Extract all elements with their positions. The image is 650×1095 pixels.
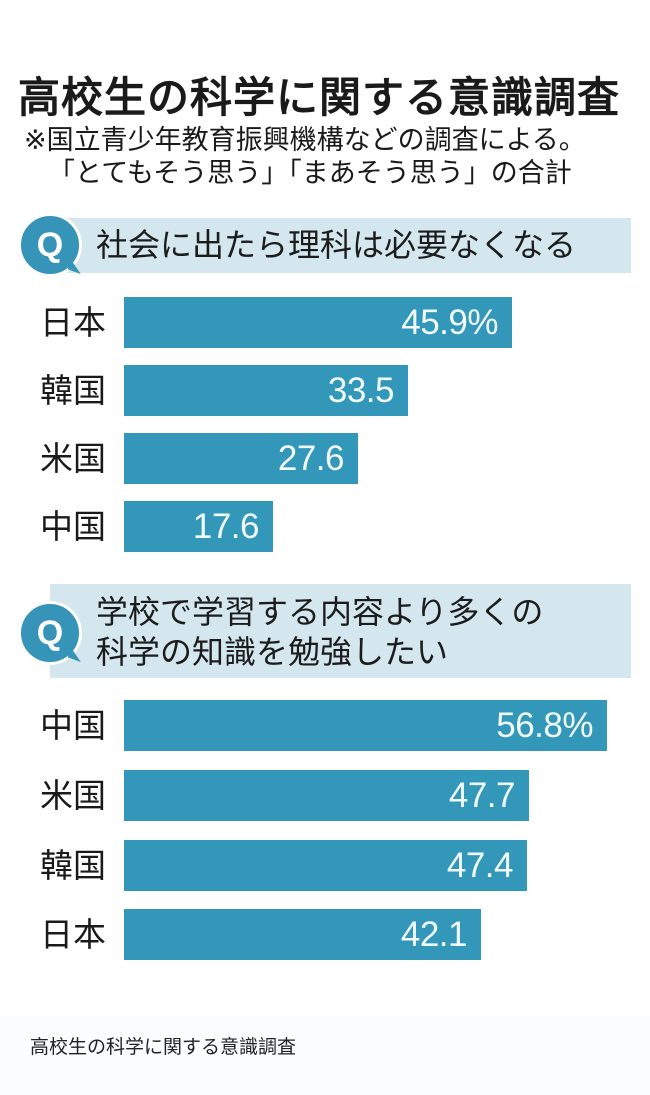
value-label: 47.7 xyxy=(448,776,516,815)
bar: 47.7 xyxy=(124,770,529,821)
question-banner-1: 社会に出たら理科は必要なくなる xyxy=(50,218,631,273)
category-label: 韓国 xyxy=(40,846,106,885)
bar: 27.6 xyxy=(124,433,358,484)
category-label: 韓国 xyxy=(40,371,106,410)
bar: 45.9% xyxy=(124,297,512,348)
chart2-row-china: 中国 56.8% xyxy=(0,700,650,751)
question-2-line1: 学校で学習する内容より多くの xyxy=(96,593,544,631)
category-label: 中国 xyxy=(40,706,106,745)
chart2-row-usa: 米国 47.7 xyxy=(0,770,650,821)
source-note-line1: ※国立青少年教育振興機構などの調査による。 xyxy=(24,125,586,156)
question-1-text: 社会に出たら理科は必要なくなる xyxy=(96,226,577,264)
value-label: 33.5 xyxy=(327,371,395,410)
question-icon-glyph: Q xyxy=(36,225,64,264)
chart1-row-china: 中国 17.6 xyxy=(0,501,650,552)
chart-title: 高校生の科学に関する意識調査 xyxy=(18,73,621,122)
chart1-row-korea: 韓国 33.5 xyxy=(0,365,650,416)
question-banner-2: 学校で学習する内容より多くの 科学の知識を勉強したい xyxy=(50,584,631,678)
question-icon: Q xyxy=(18,213,85,277)
value-label: 45.9% xyxy=(401,303,498,342)
bar: 47.4 xyxy=(124,840,527,891)
value-label: 27.6 xyxy=(277,439,345,478)
source-note-line2: 「とてもそう思う」「まあそう思う」の合計 xyxy=(48,158,572,189)
category-label: 日本 xyxy=(40,303,106,342)
value-label: 17.6 xyxy=(192,507,260,546)
category-label: 米国 xyxy=(40,439,106,478)
image-caption: 高校生の科学に関する意識調査 xyxy=(30,1036,297,1058)
bar: 17.6 xyxy=(124,501,273,552)
bar: 56.8% xyxy=(124,700,607,751)
bar: 33.5 xyxy=(124,365,408,416)
category-label: 中国 xyxy=(40,507,106,546)
question-2-line2: 科学の知識を勉強したい xyxy=(96,633,449,671)
value-label: 56.8% xyxy=(496,706,593,745)
chart2-row-japan: 日本 42.1 xyxy=(0,909,650,960)
question-2-text: 学校で学習する内容より多くの 科学の知識を勉強したい xyxy=(96,592,543,672)
chart2-row-korea: 韓国 47.4 xyxy=(0,840,650,891)
chart1-row-usa: 米国 27.6 xyxy=(0,433,650,484)
source-note: ※国立青少年教育振興機構などの調査による。 「とてもそう思う」「まあそう思う」の… xyxy=(24,124,586,190)
caption-area: 高校生の科学に関する意識調査 xyxy=(0,1015,650,1095)
value-label: 42.1 xyxy=(400,915,468,954)
chart1-row-japan: 日本 45.9% xyxy=(0,297,650,348)
question-icon: Q xyxy=(18,601,85,665)
category-label: 米国 xyxy=(40,776,106,815)
category-label: 日本 xyxy=(40,915,106,954)
question-icon-glyph: Q xyxy=(36,613,64,652)
value-label: 47.4 xyxy=(446,846,514,885)
bar: 42.1 xyxy=(124,909,481,960)
